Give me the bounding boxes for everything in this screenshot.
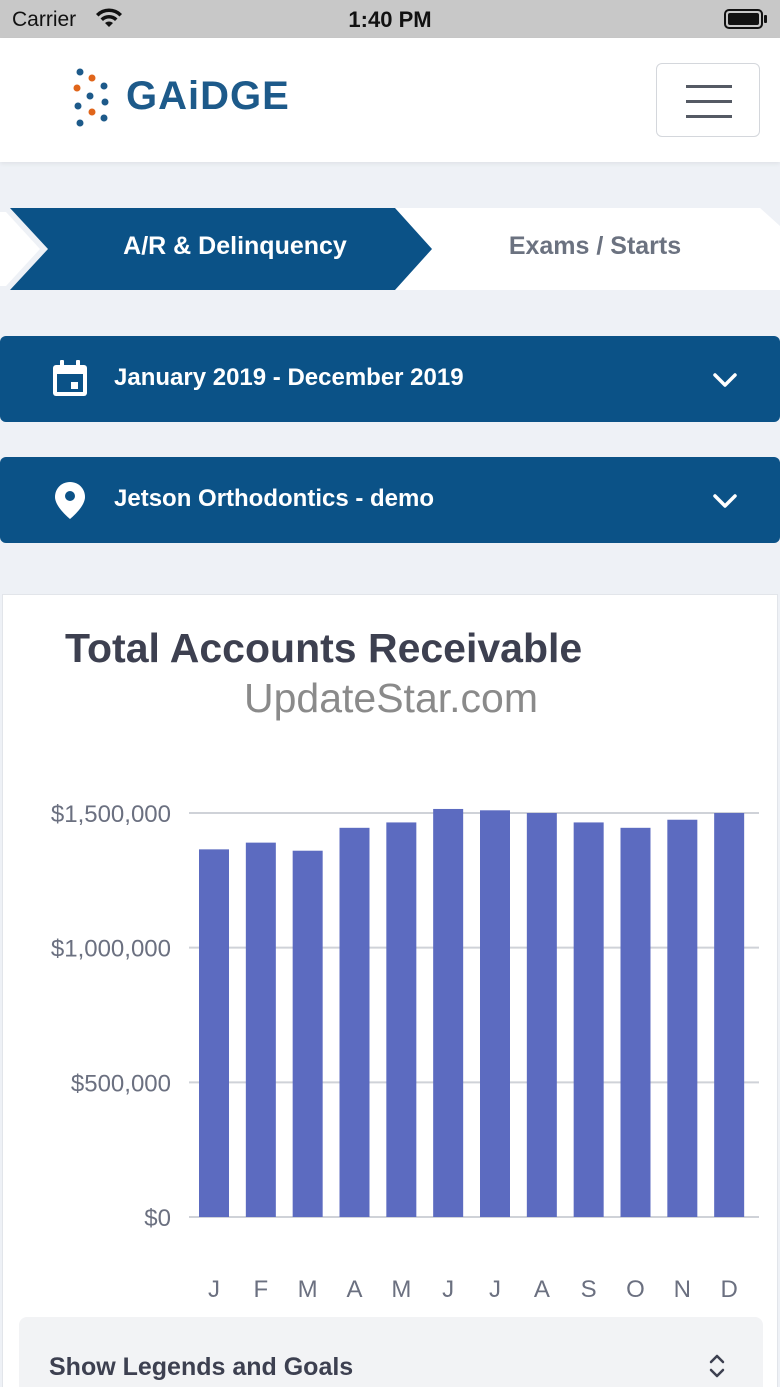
chevron-down-icon <box>713 373 737 387</box>
x-tick-label: A <box>346 1276 362 1303</box>
y-tick-label: $1,500,000 <box>51 801 171 828</box>
chart-bar[interactable] <box>573 822 604 1217</box>
x-tick-label: J <box>208 1276 220 1303</box>
chart-bar[interactable] <box>526 813 557 1217</box>
show-legends-toggle[interactable]: Show Legends and Goals <box>19 1317 763 1387</box>
gaidge-logo[interactable]: GAiDGE <box>72 66 332 130</box>
chart-bar[interactable] <box>433 808 464 1217</box>
date-range-label: January 2019 - December 2019 <box>114 364 464 391</box>
x-tick-label: F <box>253 1276 268 1303</box>
tab-shape-active <box>10 208 432 290</box>
x-tick-label: S <box>581 1276 597 1303</box>
chart-bar[interactable] <box>292 850 323 1217</box>
chart-svg: $0 $500,000 $1,000,000 $1,500,000 J F M A M J J A S O… <box>51 801 759 1303</box>
x-tick-label: D <box>720 1276 737 1303</box>
tab-exams-starts[interactable]: Exams / Starts <box>508 232 682 260</box>
logo-dots-icon <box>73 68 109 127</box>
chevron-down-icon <box>713 494 737 508</box>
x-tick-label: M <box>298 1276 318 1303</box>
x-tick-label: M <box>391 1276 411 1303</box>
ar-bar-chart: $0 $500,000 $1,000,000 $1,500,000 J F M A M J J A S O… <box>3 595 779 1387</box>
x-tick-label: J <box>489 1276 501 1303</box>
brand-name: GAiDGE <box>126 74 290 118</box>
x-tick-label: A <box>534 1276 550 1303</box>
x-tick-label: O <box>626 1276 645 1303</box>
tab-ar-delinquency[interactable]: A/R & Delinquency <box>123 232 347 260</box>
chart-bar[interactable] <box>199 849 229 1217</box>
carrier-label: Carrier <box>12 8 77 31</box>
accounts-receivable-card: Total Accounts Receivable UpdateStar.com… <box>2 594 778 1387</box>
status-bar: Carrier 1:40 PM <box>0 0 780 38</box>
date-range-selector[interactable]: January 2019 - December 2019 <box>0 336 780 422</box>
location-label: Jetson Orthodontics - demo <box>114 485 435 512</box>
chart-bar[interactable] <box>667 819 698 1217</box>
battery-icon <box>724 9 767 29</box>
y-tick-label: $0 <box>144 1205 171 1232</box>
wifi-icon <box>96 8 122 27</box>
x-tick-label: J <box>442 1276 454 1303</box>
card-title: Total Accounts Receivable <box>65 625 583 671</box>
app-header: GAiDGE <box>0 38 780 162</box>
hamburger-icon <box>686 85 732 88</box>
location-selector[interactable]: Jetson Orthodontics - demo <box>0 457 780 543</box>
chart-bar[interactable] <box>620 827 651 1217</box>
chart-bar[interactable] <box>480 810 510 1217</box>
location-pin-icon <box>55 482 85 519</box>
clock: 1:40 PM <box>348 7 432 32</box>
chart-bar[interactable] <box>339 827 370 1217</box>
watermark-text: UpdateStar.com <box>244 675 538 721</box>
expand-chevrons-icon <box>709 1354 725 1378</box>
y-tick-label: $500,000 <box>71 1070 171 1097</box>
chart-bar[interactable] <box>714 813 745 1217</box>
chart-bar[interactable] <box>386 822 417 1217</box>
hamburger-menu-button[interactable] <box>656 63 760 137</box>
y-tick-label: $1,000,000 <box>51 936 171 963</box>
calendar-icon <box>53 360 87 396</box>
report-tabs: A/R & Delinquency Exams / Starts <box>0 208 780 290</box>
show-legends-label: Show Legends and Goals <box>49 1353 354 1381</box>
chart-bar[interactable] <box>245 842 276 1217</box>
x-tick-label: N <box>674 1276 691 1303</box>
